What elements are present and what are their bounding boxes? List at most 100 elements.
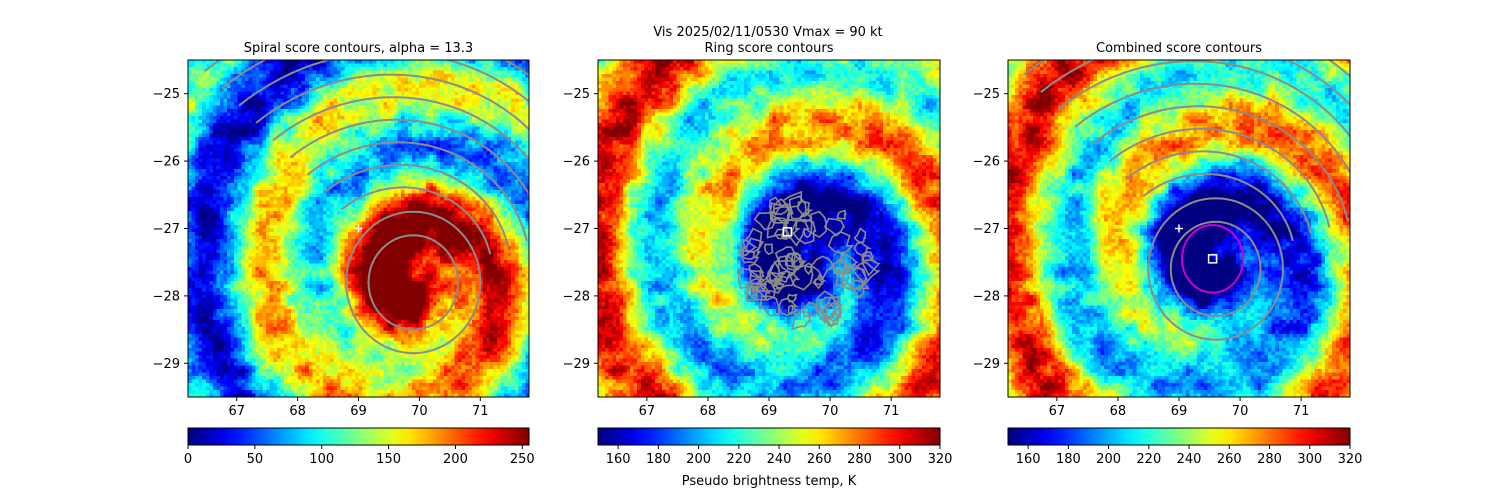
y-tick-label: −25: [153, 87, 180, 102]
x-tick-label: 70: [411, 404, 428, 419]
ring-score-contour: [790, 252, 807, 271]
ring-score-contour: [746, 277, 768, 293]
panel-3: Combined score contours 67 68 69 70 71 −25 −26 −…: [973, 41, 1363, 467]
ring-score-contour: [763, 243, 774, 256]
y-tick-label: −26: [153, 155, 180, 170]
x-tick-label: 70: [1232, 404, 1249, 419]
panel-2: Ring score contours 67 68 69 70 71 −25 −26 −27 −2…: [563, 41, 953, 489]
x-tick-label: 69: [1171, 404, 1188, 419]
panel-title: Ring score contours: [704, 41, 833, 56]
colorbar-tick-label: 150: [376, 452, 401, 467]
ring-contour: [1169, 220, 1262, 318]
spiral-contour: [340, 186, 492, 255]
colorbar: [187, 427, 530, 446]
ring-score-contour: [853, 227, 867, 244]
square-marker: [782, 227, 793, 237]
colorbar: [597, 427, 941, 446]
ring-score-contour: [802, 228, 815, 239]
colorbar-tick-label: 200: [686, 452, 711, 467]
figure-suptitle: Vis 2025/02/11/0530 Vmax = 90 kt: [653, 25, 882, 40]
ring-score-contour: [767, 258, 794, 283]
ring-contour: [1147, 197, 1285, 341]
plus-marker: [1175, 224, 1183, 233]
y-tick-label: −29: [153, 357, 180, 372]
spiral-contour: [1091, 105, 1349, 222]
ring-score-contour: [784, 252, 803, 268]
x-tick-label: 67: [228, 404, 245, 419]
colorbar-tick-label: 240: [1177, 452, 1202, 467]
spiral-contour: [272, 96, 529, 161]
colorbar-tick-label: 200: [443, 452, 468, 467]
ring-score-contour: [810, 255, 836, 281]
x-tick-label: 71: [883, 404, 900, 419]
colorbar-tick-label: 320: [928, 452, 953, 467]
ring-score-contour: [836, 209, 847, 220]
y-tick-label: −29: [973, 357, 1000, 372]
y-tick-label: −25: [973, 87, 1000, 102]
spiral-contour: [238, 60, 529, 107]
colorbar-tick-label: 220: [726, 452, 751, 467]
colorbar-tick-label: 0: [184, 452, 192, 467]
plus-marker: [354, 224, 363, 233]
colorbar-label: Pseudo brightness temp, K: [682, 474, 857, 489]
x-tick-label: 69: [350, 404, 367, 419]
ring-score-contour: [745, 285, 760, 302]
ring-score-contour: [852, 261, 881, 285]
contour-overlay: [1023, 60, 1350, 341]
colorbar-tick-label: 260: [807, 452, 832, 467]
colorbar-tick-label: 180: [1056, 452, 1081, 467]
y-tick-label: −25: [563, 87, 590, 102]
spiral-contour: [323, 163, 510, 248]
contour-overlay: [737, 190, 881, 331]
x-tick-label: 69: [761, 404, 778, 419]
ring-score-contour: [831, 258, 850, 274]
spiral-contour: [1125, 150, 1313, 235]
y-tick-label: −28: [153, 289, 180, 304]
spiral-contour: [1108, 127, 1331, 228]
y-tick-label: −26: [973, 155, 1000, 170]
spiral-contour: [1142, 172, 1294, 242]
x-tick-label: 68: [289, 404, 306, 419]
ring-score-contour: [849, 279, 871, 299]
colorbar-tick-label: 160: [606, 452, 631, 467]
y-tick-label: −28: [563, 289, 590, 304]
panel-title: Combined score contours: [1096, 41, 1262, 56]
colorbar-tick-label: 280: [847, 452, 872, 467]
spiral-contour: [255, 73, 529, 131]
x-tick-label: 71: [1293, 404, 1310, 419]
colorbar-tick-label: 240: [767, 452, 792, 467]
ring-score-contour: [788, 264, 814, 291]
x-tick-label: 68: [700, 404, 717, 419]
ring-score-contour: [813, 273, 828, 285]
ring-contour: [345, 210, 482, 355]
contour-overlay: [204, 60, 529, 355]
ring-score-contour: [778, 297, 799, 317]
colorbar-tick-label: 250: [510, 452, 535, 467]
spiral-contour: [306, 141, 528, 242]
ring-score-contour: [742, 227, 765, 254]
colorbar-tick-label: 280: [1257, 452, 1282, 467]
ring-contour: [367, 234, 460, 331]
y-tick-label: −27: [153, 222, 180, 237]
y-tick-label: −27: [973, 222, 1000, 237]
ring-score-contour: [861, 254, 881, 277]
colorbar-tick-label: 300: [1297, 452, 1322, 467]
colorbar-tick-label: 320: [1338, 452, 1363, 467]
ring-score-contour: [809, 210, 828, 239]
ring-score-contour: [758, 271, 785, 294]
spiral-contour: [289, 118, 529, 197]
ring-score-contour: [801, 301, 822, 318]
ring-score-contour: [753, 211, 778, 231]
ring-score-contour: [825, 302, 843, 323]
ring-score-contour: [862, 251, 874, 262]
x-tick-label: 67: [1049, 404, 1066, 419]
y-tick-label: −29: [563, 357, 590, 372]
ring-score-contour: [821, 301, 841, 327]
y-tick-label: −26: [563, 155, 590, 170]
colorbar-tick-label: 160: [1016, 452, 1041, 467]
ring-score-contour: [827, 231, 855, 254]
ring-score-contour: [823, 217, 846, 237]
colorbar: [1007, 427, 1351, 446]
ring-score-contour: [759, 295, 781, 317]
